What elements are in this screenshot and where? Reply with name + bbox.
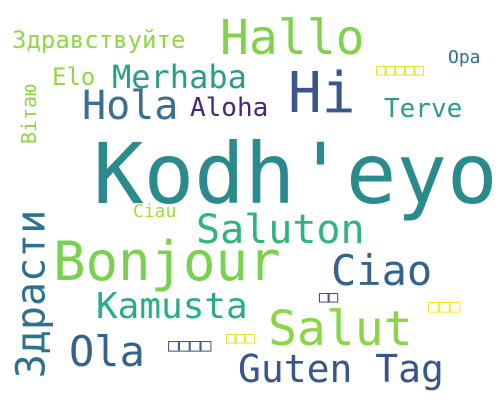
word-elo: Elo (52, 63, 96, 91)
word-aloha: Aloha (190, 93, 269, 123)
word-boxed-glyphs-3: □□□ (428, 296, 461, 317)
word-saluton: Saluton (196, 207, 365, 253)
word-bonjour: Bonjour (53, 230, 281, 293)
word-ciao: Ciao (331, 246, 433, 295)
word-terve: Terve (384, 94, 463, 124)
word-boxed-glyphs-5: □□□ (226, 328, 255, 347)
word-hola: Hola (82, 83, 179, 129)
word-salut: Salut (268, 301, 413, 357)
word-hallo: Hallo (220, 10, 365, 66)
word-merhaba: Merhaba (112, 58, 247, 96)
word-boxed-glyphs-2: □□ (319, 287, 339, 306)
word-vitayu: Вітаю (17, 83, 42, 145)
word-kamusta: Kamusta (96, 286, 248, 327)
word-hi: Hi (288, 61, 356, 126)
word-boxed-glyphs-4: □□□□ (168, 335, 212, 356)
word-zdrasti: Здрасти (8, 209, 55, 379)
word-ola: Ola (69, 327, 145, 376)
word-zdravstvuyte: Здравствуйте (12, 26, 186, 54)
word-boxed-glyphs-1: □□□□□ (376, 60, 425, 79)
word-guten-tag: Guten Tag (238, 347, 444, 391)
word-ciau: Ciau (133, 201, 177, 222)
word-opa: Opa (448, 47, 481, 68)
word-kodheyo: Kodh'eyo (93, 125, 498, 223)
